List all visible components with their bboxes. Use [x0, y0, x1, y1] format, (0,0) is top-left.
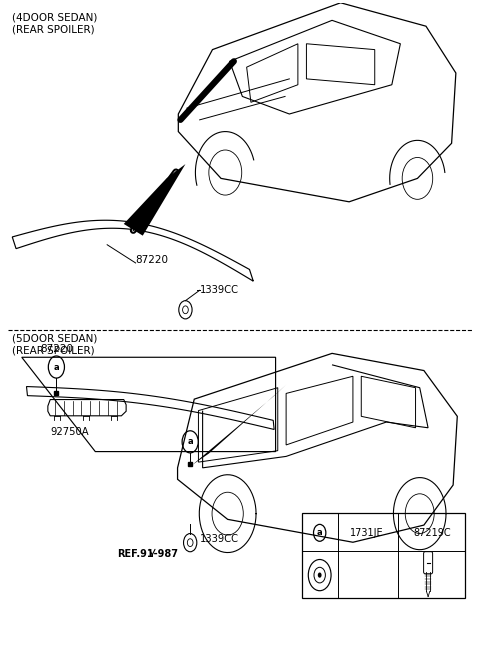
Text: 1731JE: 1731JE	[350, 528, 384, 538]
Text: 87219C: 87219C	[414, 528, 451, 538]
Text: a: a	[317, 528, 323, 537]
Text: 92750A: 92750A	[50, 427, 89, 437]
Text: 1339CC: 1339CC	[200, 535, 239, 544]
Text: 87220: 87220	[41, 344, 74, 354]
Text: 87220: 87220	[136, 255, 168, 265]
Circle shape	[318, 573, 322, 578]
Text: (4DOOR SEDAN)
(REAR SPOILER): (4DOOR SEDAN) (REAR SPOILER)	[12, 12, 97, 35]
Polygon shape	[192, 385, 286, 465]
Polygon shape	[124, 164, 185, 236]
Text: (5DOOR SEDAN)
(REAR SPOILER): (5DOOR SEDAN) (REAR SPOILER)	[12, 333, 97, 356]
Text: REF.91-987: REF.91-987	[117, 549, 178, 560]
Text: a: a	[54, 363, 59, 371]
Text: 1339CC: 1339CC	[200, 285, 239, 295]
Text: a: a	[187, 438, 193, 446]
